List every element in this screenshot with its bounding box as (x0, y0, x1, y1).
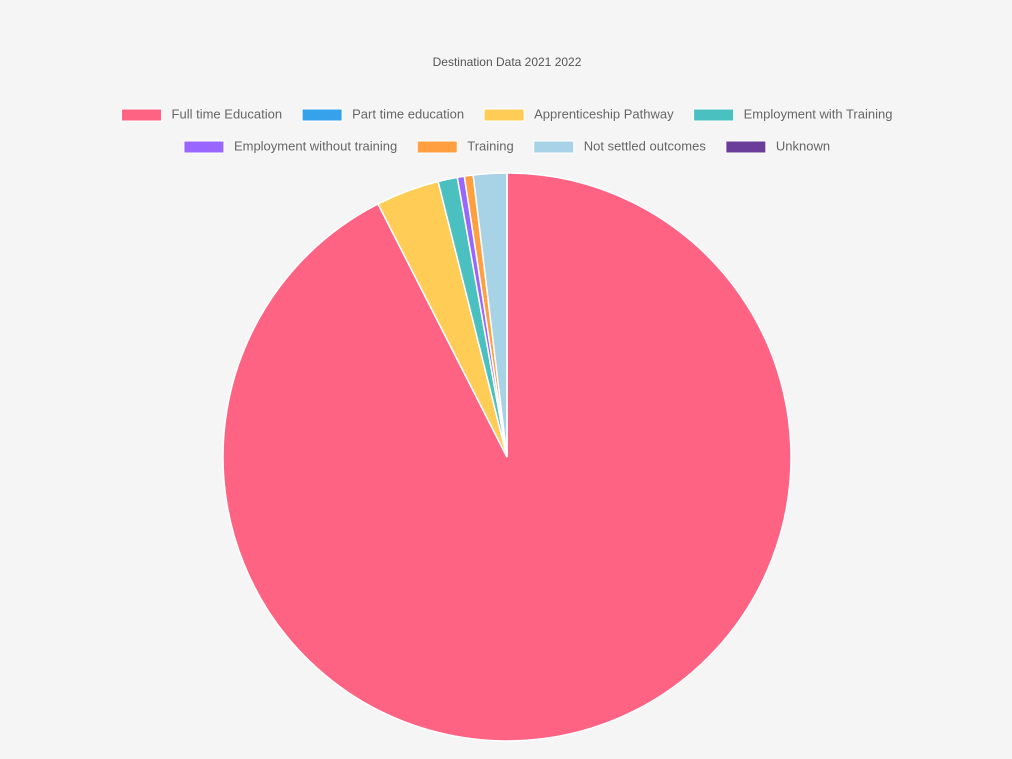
pie (222, 172, 792, 742)
legend-label: Part time education (352, 106, 464, 121)
legend-label: Employment with Training (744, 106, 893, 121)
legend-swatch (301, 108, 343, 122)
legend-label: Unknown (776, 138, 830, 153)
legend-label: Full time Education (172, 106, 283, 121)
legend-swatch (725, 140, 767, 154)
legend-swatch (693, 108, 735, 122)
legend-item[interactable]: Apprenticeship Pathway (483, 106, 674, 122)
legend-item[interactable]: Full time Education (121, 106, 283, 122)
chart-title: Destination Data 2021 2022 (433, 55, 582, 69)
legend-item[interactable]: Employment with Training (693, 106, 893, 122)
legend-swatch (483, 108, 525, 122)
legend-item[interactable]: Unknown (725, 138, 830, 154)
legend-label: Employment without training (234, 138, 397, 153)
legend-label: Training (467, 138, 513, 153)
legend-swatch (183, 140, 225, 154)
legend-label: Not settled outcomes (584, 138, 707, 153)
legend-swatch (533, 140, 575, 154)
legend-item[interactable]: Not settled outcomes (533, 138, 707, 154)
legend-swatch (416, 140, 458, 154)
legend-label: Apprenticeship Pathway (534, 106, 674, 121)
legend-item[interactable]: Training (416, 138, 514, 154)
legend-item[interactable]: Employment without training (183, 138, 397, 154)
legend: Full time Education Part time education Ap… (121, 106, 893, 154)
legend-item[interactable]: Part time education (301, 106, 464, 122)
legend-swatch (121, 108, 163, 122)
